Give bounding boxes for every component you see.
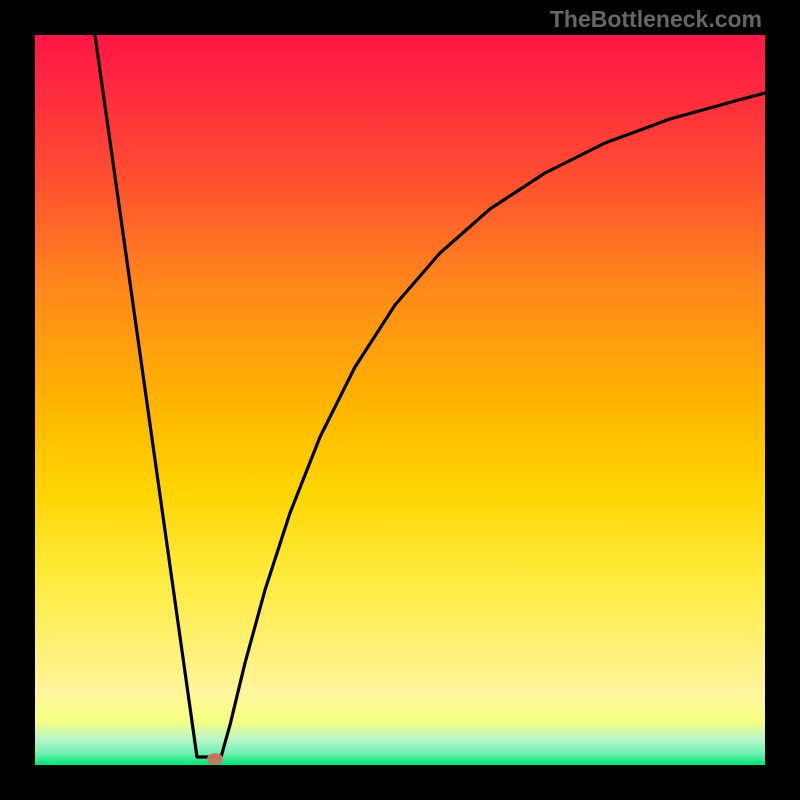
- minimum-marker: [207, 753, 223, 765]
- curve-layer: [35, 35, 765, 765]
- chart-frame: TheBottleneck.com: [0, 0, 800, 800]
- watermark-text: TheBottleneck.com: [550, 6, 762, 33]
- plot-area: [35, 35, 765, 765]
- bottleneck-curve: [95, 35, 765, 757]
